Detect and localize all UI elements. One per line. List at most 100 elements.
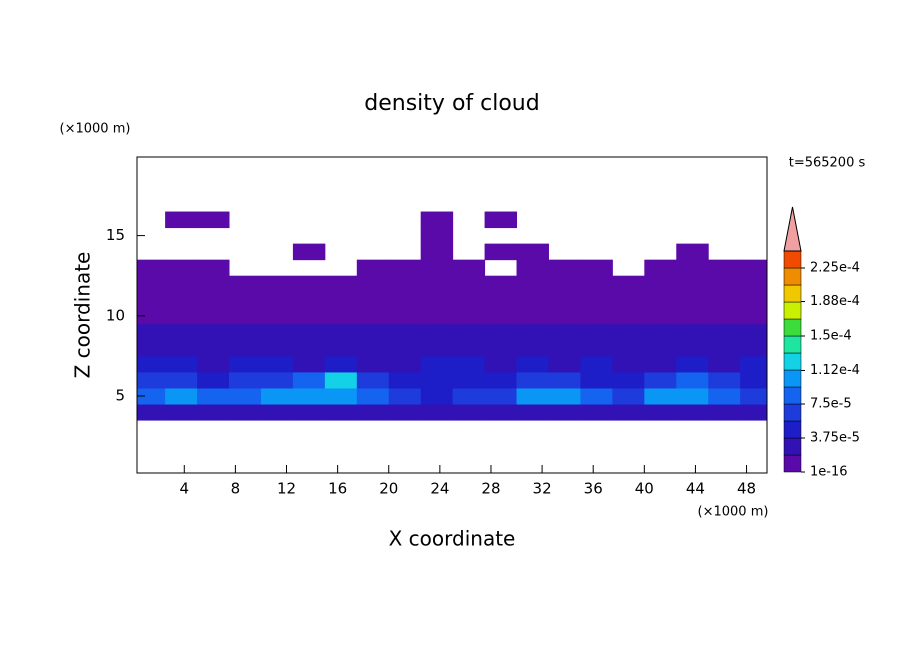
- contour-cell: [388, 371, 422, 389]
- contour-cell: [420, 275, 454, 293]
- contour-cell: [229, 355, 262, 373]
- colorbar-tick-label: 7.5e-5: [810, 397, 852, 412]
- contour-cell: [292, 307, 326, 325]
- colorbar-band: [783, 318, 802, 337]
- contour-cell: [260, 371, 294, 389]
- contour-cell: [484, 323, 518, 341]
- contour-cell: [324, 339, 358, 357]
- contour-cell: [612, 291, 645, 309]
- contour-cell: [260, 387, 294, 405]
- contour-cell: [548, 323, 581, 341]
- contour-cell: [548, 275, 581, 293]
- contour-cell: [484, 355, 518, 373]
- contour-cell: [516, 339, 549, 357]
- contour-cell: [644, 371, 677, 389]
- contour-cell: [420, 307, 454, 325]
- contour-cell: [292, 404, 326, 421]
- contour-cell: [452, 387, 486, 405]
- contour-cell: [324, 404, 358, 421]
- contour-cell: [644, 404, 677, 421]
- contour-cell: [484, 211, 518, 229]
- contour-cell: [420, 355, 454, 373]
- contour-cell: [452, 404, 486, 421]
- contour-cell: [356, 371, 390, 389]
- x-tick-label: 20: [379, 480, 398, 498]
- contour-cell: [484, 404, 518, 421]
- contour-cell: [292, 387, 326, 405]
- contour-cell: [260, 291, 294, 309]
- contour-cell: [420, 259, 454, 277]
- contour-cell: [165, 339, 198, 357]
- contour-cell: [165, 387, 198, 405]
- contour-cell: [740, 371, 767, 389]
- colorbar-tick-label: 1e-16: [810, 465, 848, 480]
- contour-cell: [612, 404, 645, 421]
- contour-cell: [708, 307, 741, 325]
- contour-cell: [676, 291, 709, 309]
- contour-cell: [612, 371, 645, 389]
- contour-cell: [612, 339, 645, 357]
- colorbar-extend: [783, 206, 802, 252]
- contour-cell: [388, 355, 422, 373]
- contour-cell: [708, 291, 741, 309]
- contour-cell: [356, 387, 390, 405]
- contour-cell: [644, 387, 677, 405]
- contour-cell: [197, 275, 230, 293]
- x-tick-label: 8: [231, 480, 241, 498]
- contour-cell: [165, 291, 198, 309]
- contour-cell: [644, 275, 677, 293]
- contour-cell: [484, 371, 518, 389]
- contour-cell: [229, 307, 262, 325]
- contour-cell: [708, 259, 741, 277]
- contour-cell: [165, 355, 198, 373]
- contour-cell: [388, 275, 422, 293]
- contour-cell: [484, 291, 518, 309]
- contour-cell: [644, 259, 677, 277]
- colorbar-tick-label: 3.75e-5: [810, 431, 860, 446]
- colorbar-band: [783, 335, 802, 354]
- contour-cell: [548, 259, 581, 277]
- colorbar-band: [783, 352, 802, 371]
- contour-cell: [612, 307, 645, 325]
- contour-cell: [548, 291, 581, 309]
- contour-cell: [260, 275, 294, 293]
- contour-cell: [229, 323, 262, 341]
- contour-cell: [324, 371, 358, 389]
- contour-cell: [548, 355, 581, 373]
- colorbar-band: [783, 437, 802, 456]
- contour-cell: [420, 387, 454, 405]
- contour-cell: [580, 323, 613, 341]
- contour-cell: [197, 323, 230, 341]
- contour-cell: [356, 355, 390, 373]
- contour-cell: [580, 355, 613, 373]
- contour-cell: [324, 291, 358, 309]
- contour-cell: [420, 291, 454, 309]
- contour-cell: [740, 404, 767, 421]
- contour-cell: [388, 387, 422, 405]
- contour-cell: [229, 291, 262, 309]
- contour-cell: [197, 307, 230, 325]
- contour-cell: [420, 339, 454, 357]
- contour-cell: [356, 307, 390, 325]
- contour-cell: [356, 323, 390, 341]
- contour-cell: [644, 307, 677, 325]
- contour-cell: [165, 307, 198, 325]
- contour-cell: [580, 275, 613, 293]
- contour-cell: [644, 323, 677, 341]
- contour-cell: [197, 259, 230, 277]
- colorbar-band: [783, 454, 802, 473]
- colorbar-band: [783, 386, 802, 405]
- contour-cell: [708, 371, 741, 389]
- contour-cell: [324, 275, 358, 293]
- x-tick-label: 12: [277, 480, 296, 498]
- contour-cell: [197, 387, 230, 405]
- contour-cell: [644, 355, 677, 373]
- contour-cell: [197, 291, 230, 309]
- x-tick-label: 32: [533, 480, 552, 498]
- contour-cell: [676, 404, 709, 421]
- contour-cell: [420, 323, 454, 341]
- contour-cell: [548, 371, 581, 389]
- colorbar-band: [783, 420, 802, 439]
- contour-cell: [420, 404, 454, 421]
- contour-cell: [388, 339, 422, 357]
